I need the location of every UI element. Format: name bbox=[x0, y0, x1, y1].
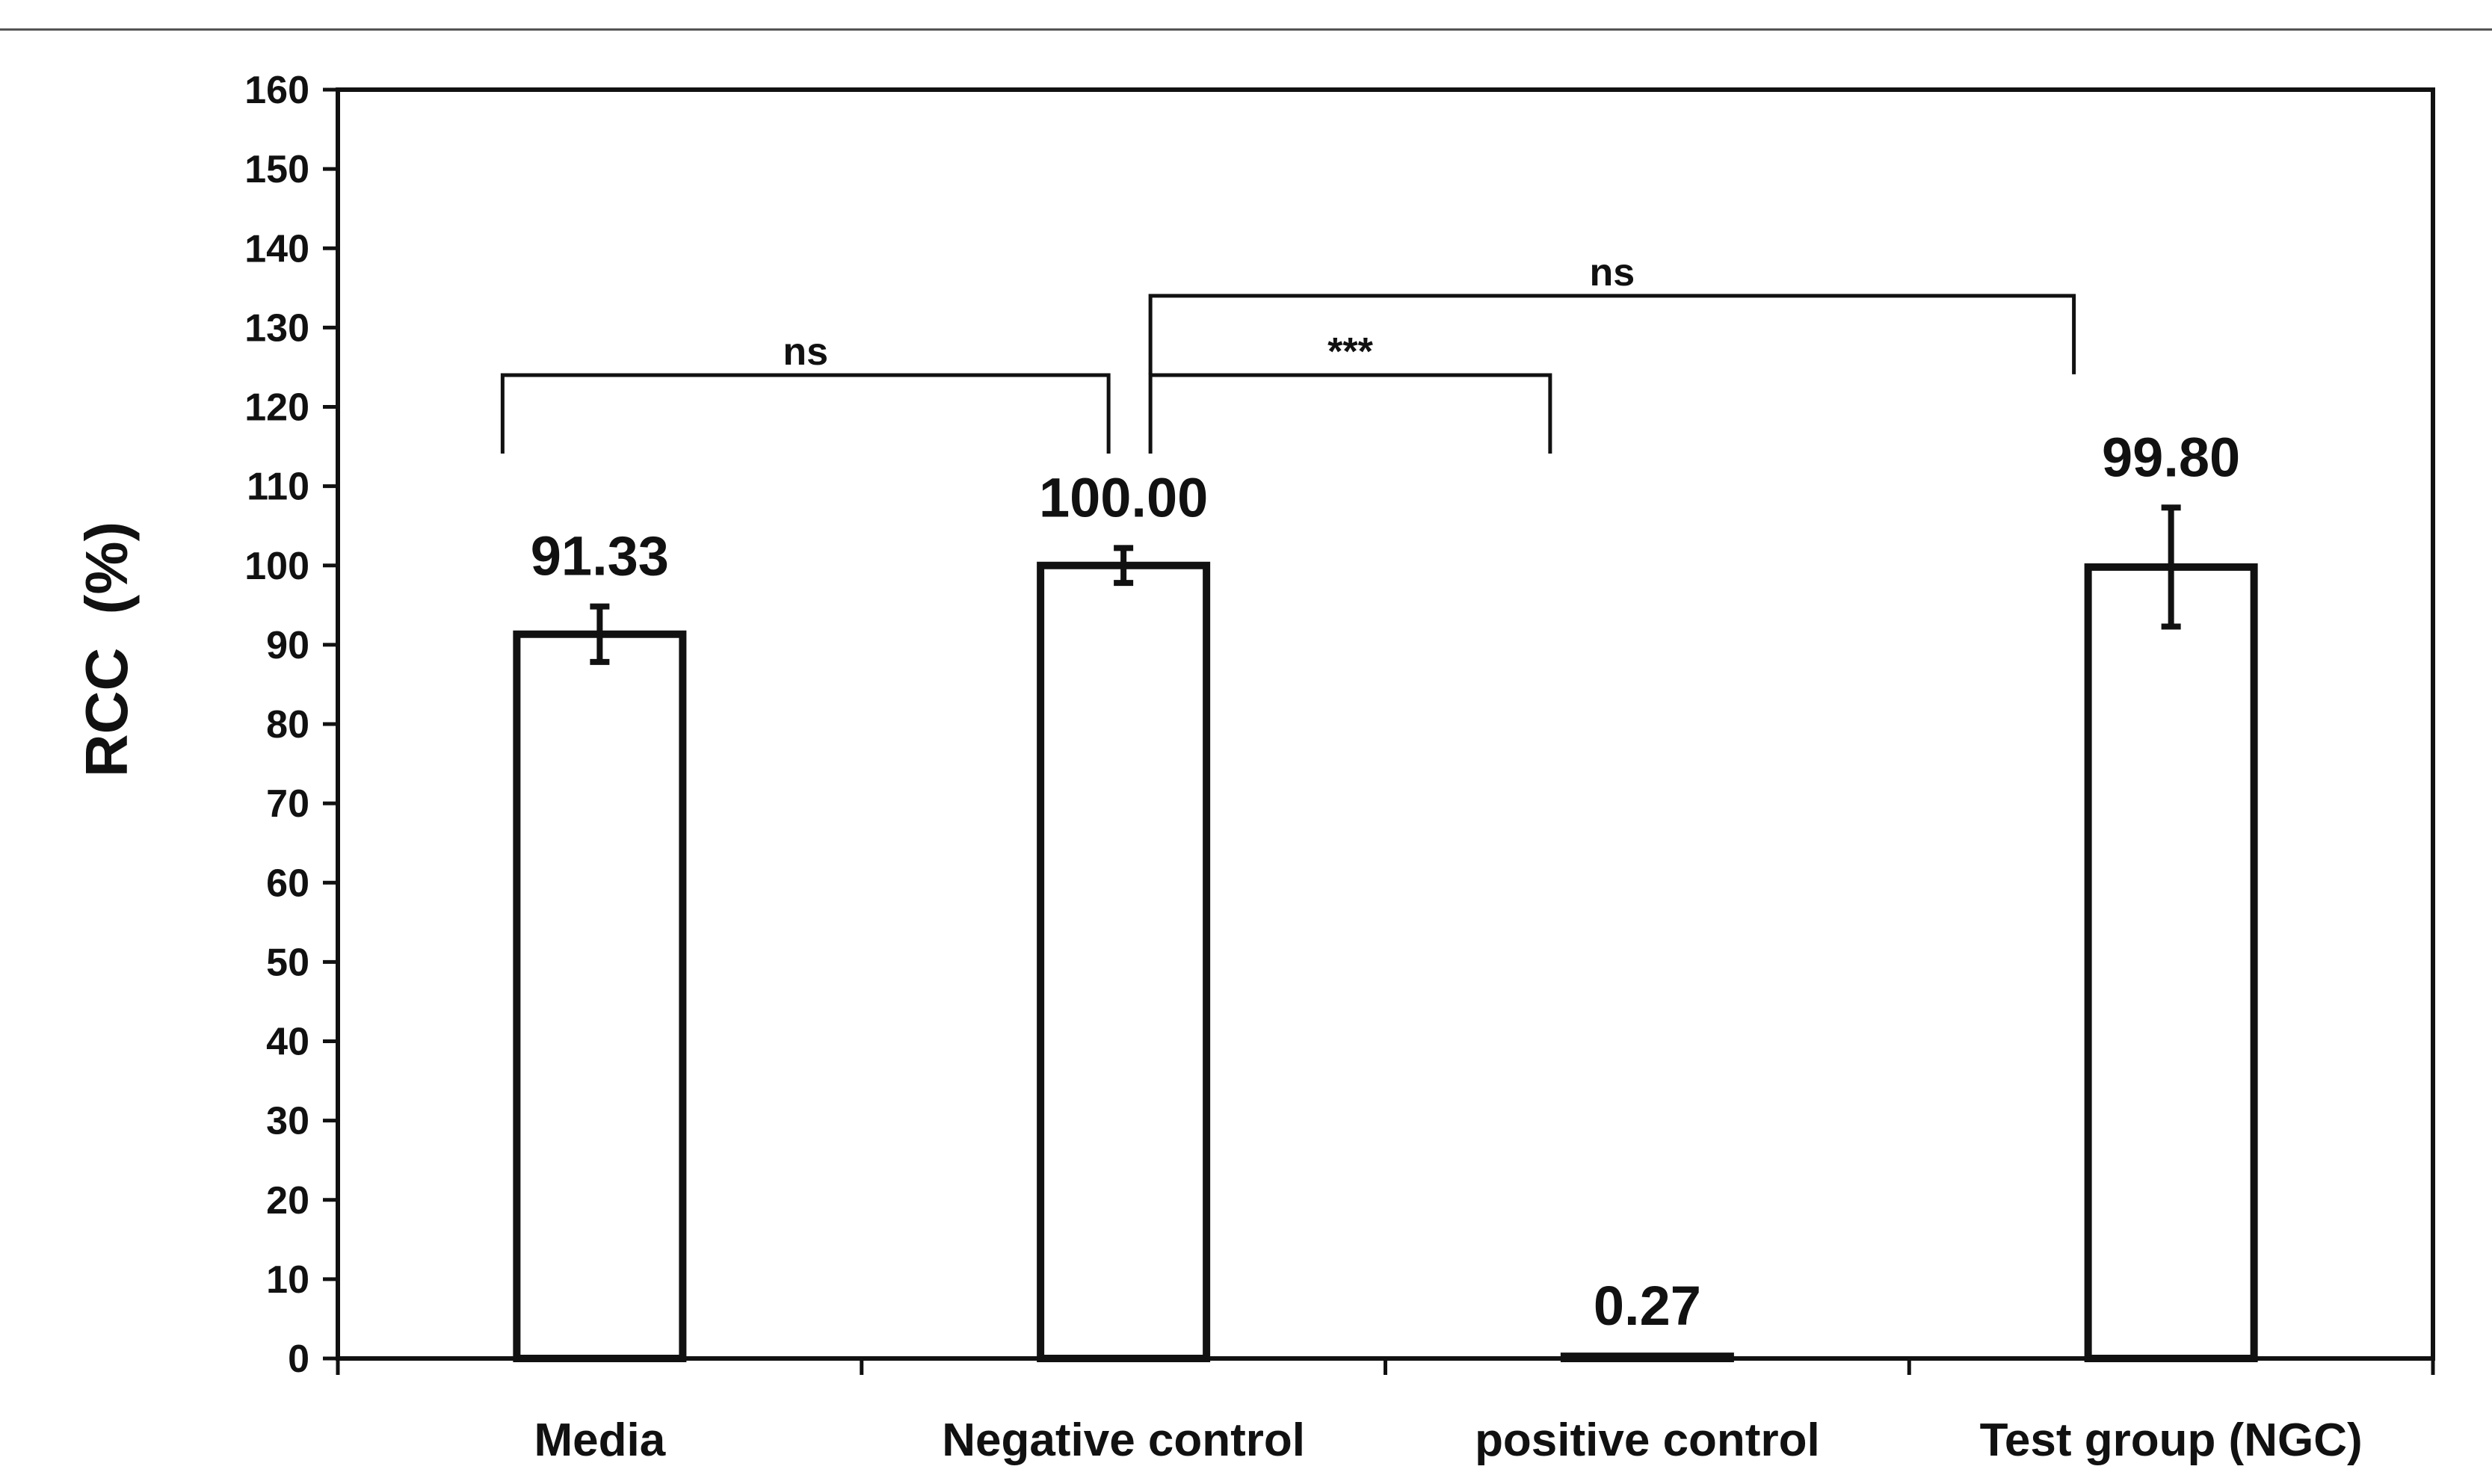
y-tick-label: 110 bbox=[247, 466, 309, 509]
y-tick-label: 0 bbox=[288, 1338, 309, 1381]
data-label: 0.27 bbox=[1594, 1275, 1701, 1337]
category-label: Test group (NGC) bbox=[1980, 1415, 2363, 1466]
significance-label: *** bbox=[1327, 330, 1373, 374]
significance-label: ns bbox=[783, 330, 828, 374]
data-label: 100.00 bbox=[1039, 466, 1208, 528]
y-tick-label: 160 bbox=[244, 69, 309, 112]
data-label: 99.80 bbox=[2102, 426, 2240, 488]
category-label: positive control bbox=[1475, 1415, 1820, 1466]
significance-bracket bbox=[1148, 294, 2076, 374]
y-tick-label: 70 bbox=[266, 782, 309, 826]
y-tick-label: 30 bbox=[266, 1100, 309, 1143]
significance-label: ns bbox=[1590, 251, 1635, 294]
y-tick-label: 20 bbox=[266, 1179, 309, 1222]
significance-bracket bbox=[1148, 373, 1552, 454]
category-label: Negative control bbox=[942, 1415, 1305, 1466]
y-tick-label: 10 bbox=[266, 1258, 309, 1302]
y-tick-label: 130 bbox=[244, 306, 309, 350]
y-axis-title: RCC (%) bbox=[73, 522, 140, 777]
bar bbox=[1560, 1352, 1734, 1363]
bar bbox=[2084, 563, 2258, 1362]
y-tick-label: 60 bbox=[266, 862, 309, 905]
top-rule bbox=[0, 28, 2492, 31]
y-tick-label: 50 bbox=[266, 941, 309, 984]
y-tick-label: 120 bbox=[244, 386, 309, 430]
category-label: Media bbox=[534, 1415, 666, 1466]
y-tick-label: 80 bbox=[266, 703, 309, 746]
bar bbox=[1037, 561, 1211, 1362]
y-tick-label: 150 bbox=[244, 148, 309, 191]
bar bbox=[513, 630, 687, 1362]
y-tick-label: 90 bbox=[266, 624, 309, 667]
y-tick-label: 40 bbox=[266, 1021, 309, 1064]
y-tick-label: 100 bbox=[244, 545, 309, 588]
data-label: 91.33 bbox=[531, 525, 669, 587]
significance-bracket bbox=[500, 373, 1111, 454]
y-tick-label: 140 bbox=[244, 227, 309, 270]
